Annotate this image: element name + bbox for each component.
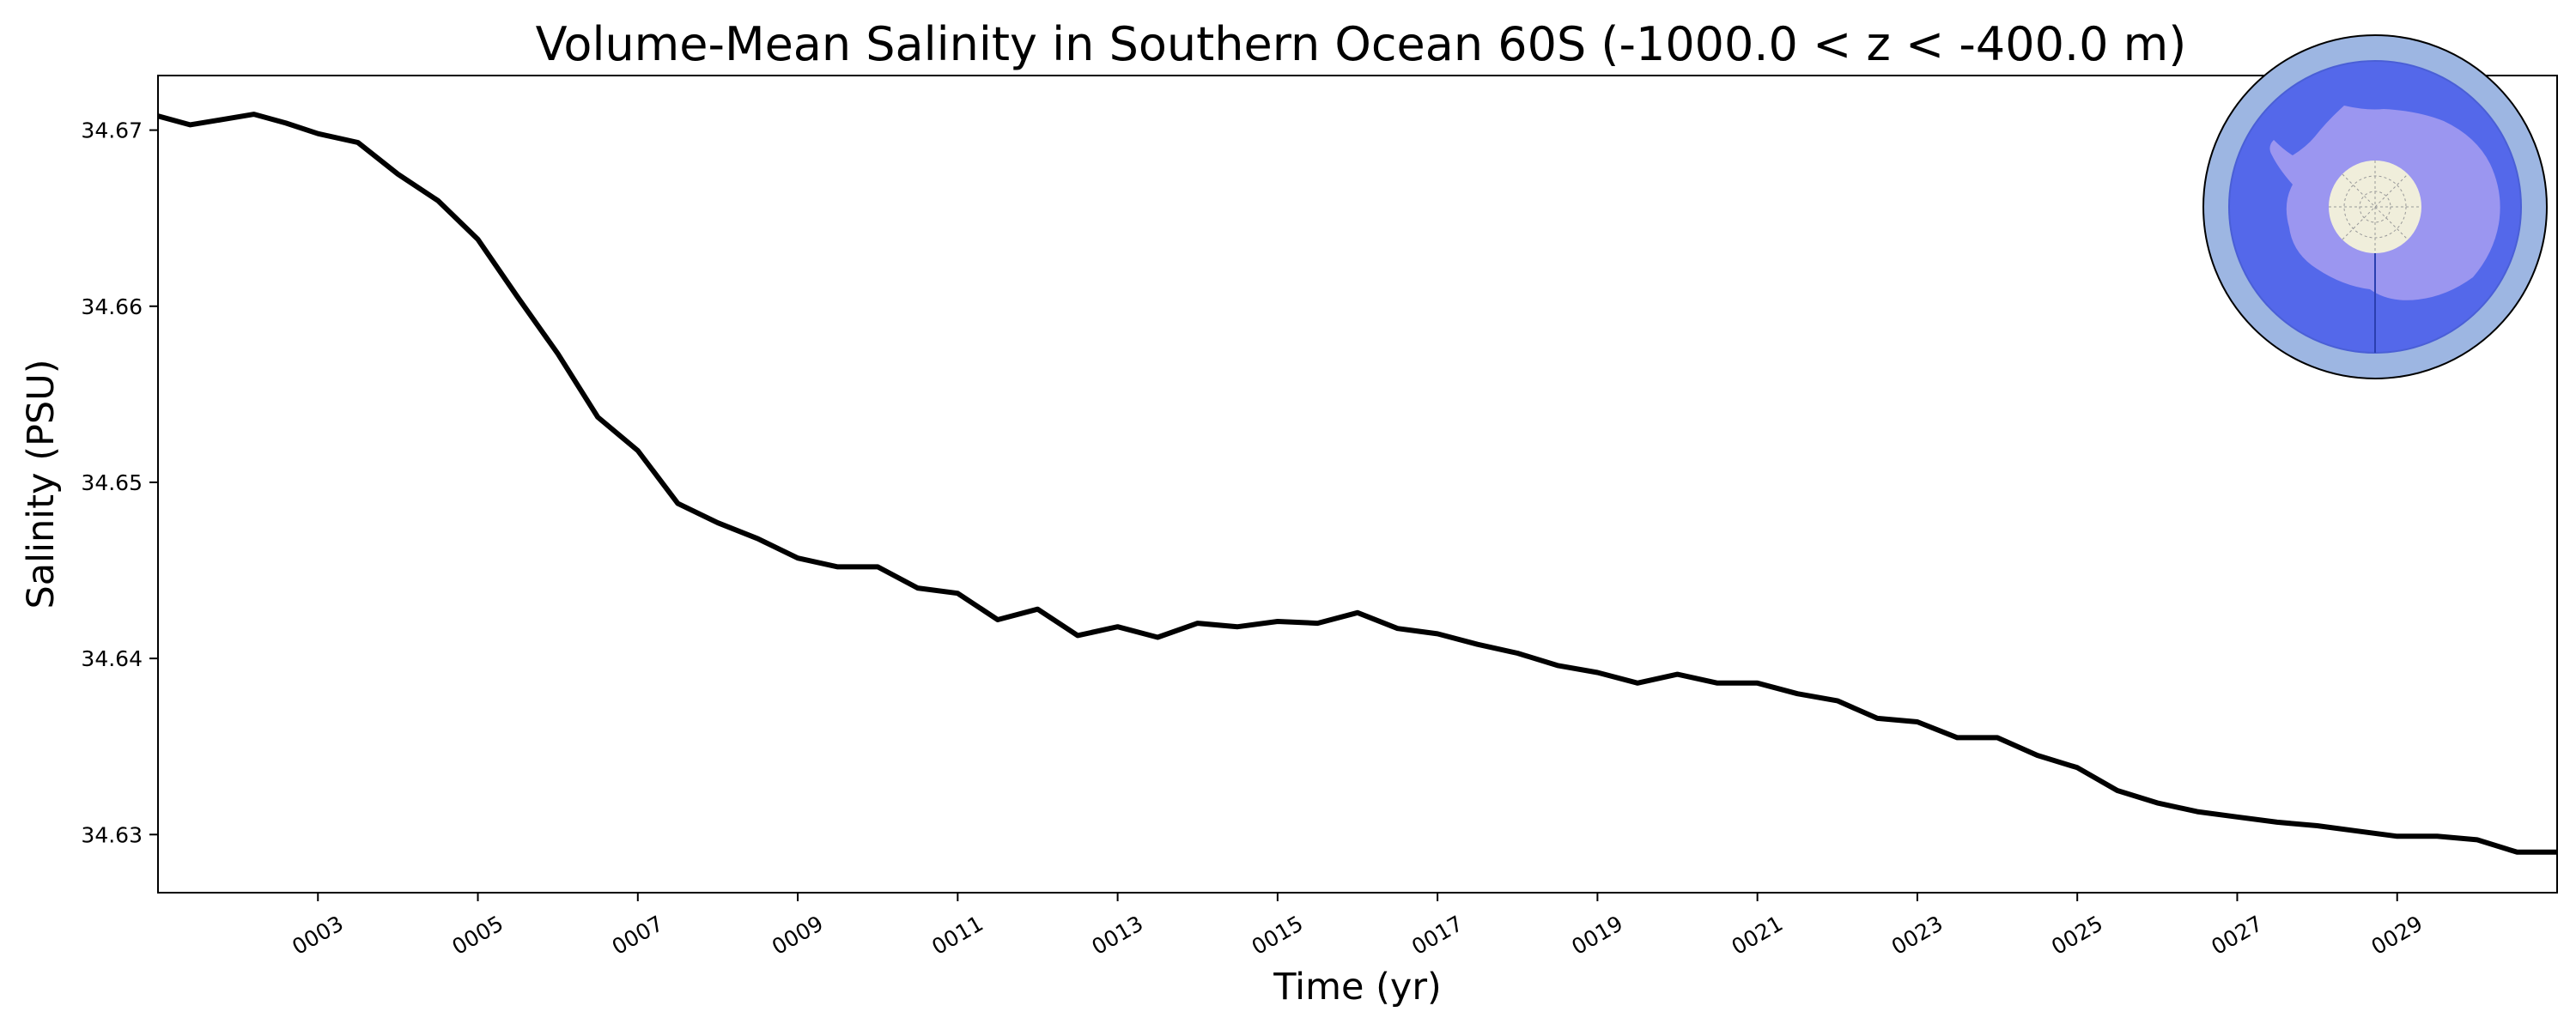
y-tick-label: 34.66: [81, 294, 143, 319]
series-layer: [157, 112, 2557, 855]
inset-graticule: [2329, 161, 2421, 253]
plot-background: [158, 76, 2557, 893]
x-axis-label: Time (yr): [1273, 966, 1442, 1009]
plot-frame: [157, 75, 2558, 894]
y-tick-label: 34.67: [81, 118, 143, 143]
y-axis-ticks: 34.63 34.64 34.65 34.66 34.67: [81, 118, 158, 847]
polar-inset-map: [2202, 34, 2548, 379]
salinity-line: [157, 112, 2557, 855]
y-tick-label: 34.63: [81, 822, 143, 847]
y-axis-label: Salinity (PSU): [20, 360, 63, 609]
chart-title: Volume-Mean Salinity in Southern Ocean 6…: [536, 17, 2187, 71]
y-tick-label: 34.65: [81, 470, 143, 495]
y-tick-label: 34.64: [81, 646, 143, 671]
plot-area: [157, 75, 2558, 894]
